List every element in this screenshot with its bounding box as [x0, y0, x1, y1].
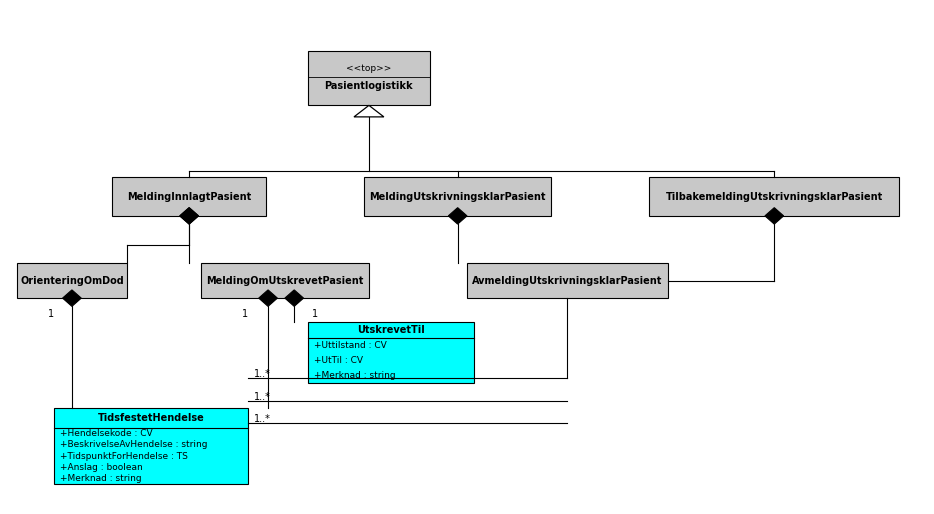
Text: 1..*: 1..*: [254, 414, 271, 424]
Text: MeldingUtskrivningsklarPasient: MeldingUtskrivningsklarPasient: [370, 192, 545, 201]
Text: +Uttilstand : CV: +Uttilstand : CV: [314, 341, 387, 350]
Bar: [308, 322, 474, 383]
Polygon shape: [180, 208, 199, 224]
Polygon shape: [180, 208, 199, 224]
Text: +TidspunktForHendelse : TS: +TidspunktForHendelse : TS: [60, 451, 188, 461]
Polygon shape: [259, 290, 277, 306]
Text: 1: 1: [242, 308, 248, 319]
Text: +Anslag : boolean: +Anslag : boolean: [60, 463, 143, 472]
Text: +Merknad : string: +Merknad : string: [314, 371, 395, 380]
Text: Pasientlogistikk: Pasientlogistikk: [325, 82, 413, 91]
Bar: [112, 177, 266, 216]
Text: MeldingInnlagtPasient: MeldingInnlagtPasient: [127, 192, 251, 201]
Text: OrienteringOmDod: OrienteringOmDod: [20, 276, 124, 286]
Bar: [649, 177, 899, 216]
Bar: [17, 263, 127, 298]
Text: 1: 1: [312, 308, 318, 319]
Bar: [201, 263, 369, 298]
Text: 1..*: 1..*: [254, 392, 271, 402]
Text: <<top>>: <<top>>: [347, 64, 391, 73]
Text: TilbakemeldingUtskrivningsklarPasient: TilbakemeldingUtskrivningsklarPasient: [666, 192, 883, 201]
Text: UtskrevetTil: UtskrevetTil: [358, 325, 425, 335]
Text: TidsfestetHendelse: TidsfestetHendelse: [98, 413, 205, 423]
Polygon shape: [63, 290, 81, 306]
Text: +BeskrivelseAvHendelse : string: +BeskrivelseAvHendelse : string: [60, 440, 207, 449]
Text: +Hendelsekode : CV: +Hendelsekode : CV: [60, 429, 152, 438]
Text: AvmeldingUtskrivningsklarPasient: AvmeldingUtskrivningsklarPasient: [473, 276, 662, 286]
Polygon shape: [765, 208, 784, 224]
Text: +UtTil : CV: +UtTil : CV: [314, 356, 362, 365]
Bar: [308, 51, 430, 105]
Text: 1: 1: [49, 308, 54, 319]
Bar: [54, 408, 248, 484]
Polygon shape: [285, 290, 304, 306]
Text: MeldingOmUtskrevetPasient: MeldingOmUtskrevetPasient: [206, 276, 363, 286]
Text: 1..*: 1..*: [254, 369, 271, 379]
Bar: [467, 263, 668, 298]
Polygon shape: [448, 208, 467, 224]
Text: +Merknad : string: +Merknad : string: [60, 474, 141, 483]
Polygon shape: [354, 105, 384, 117]
Bar: [364, 177, 551, 216]
